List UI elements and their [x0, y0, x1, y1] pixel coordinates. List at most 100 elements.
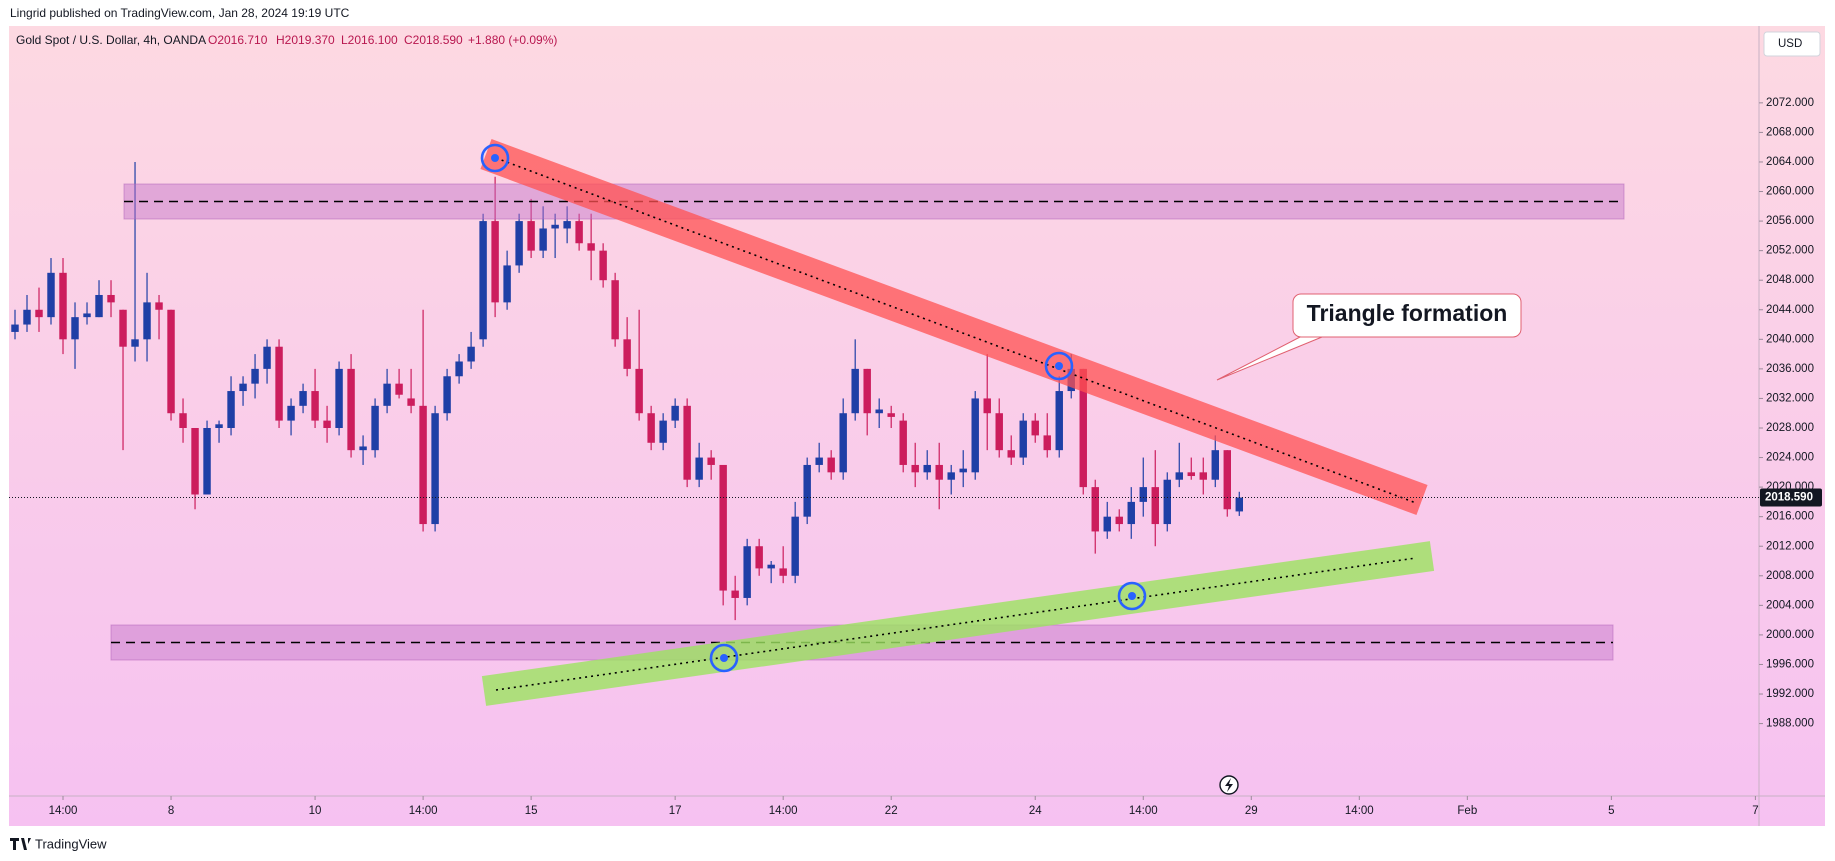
y-tick-label: 2048.000 — [1766, 274, 1814, 286]
ohlc-legend: O2016.710 H2019.370 L2016.100 C2018.590 +1.8… — [208, 33, 557, 47]
candle-body — [1019, 420, 1027, 458]
candle-body — [407, 398, 415, 406]
x-tick-label: 17 — [669, 805, 682, 817]
candle-body — [239, 383, 247, 392]
candles — [11, 161, 1244, 621]
candle-body — [359, 446, 367, 451]
candle-body — [851, 368, 859, 414]
candle-body — [95, 294, 103, 318]
touch-circle — [709, 643, 739, 673]
candle-body — [971, 398, 979, 473]
candle-body — [1103, 516, 1111, 532]
candle-body — [599, 250, 607, 281]
drawings: Triangle formation — [110, 138, 1625, 795]
callout-box — [1292, 293, 1522, 338]
candle-body — [35, 309, 43, 318]
axes: 1988.000 1992.000 1996.000 2000.000 2004.000… — [49, 97, 1814, 817]
ohlc-value: C2018.590 — [404, 33, 463, 47]
candle-body — [1151, 487, 1159, 525]
candle-body — [743, 546, 751, 598]
symbol: Gold Spot / U.S. Dollar, 4h, OANDA — [16, 33, 206, 47]
candle-body — [179, 413, 187, 428]
touch-points — [480, 143, 1147, 673]
candle-body — [251, 368, 259, 384]
touch-dot — [1055, 362, 1063, 370]
candle-body — [623, 339, 631, 369]
touch-circle — [480, 143, 510, 173]
candle-body — [827, 457, 835, 473]
candle-body — [1055, 391, 1063, 451]
touch-dot — [491, 154, 499, 162]
y-tick-label: 2008.000 — [1766, 570, 1814, 582]
candle-body — [1091, 487, 1099, 532]
candle-body — [299, 391, 307, 406]
footer-logo — [10, 838, 31, 850]
y-tick-label: 2064.000 — [1766, 156, 1814, 168]
touch-circle — [1044, 351, 1074, 381]
candle-body — [815, 457, 823, 465]
currency: USD — [1778, 38, 1802, 50]
candle-body — [959, 468, 967, 473]
candle-body — [215, 424, 223, 428]
candle-body — [335, 368, 343, 428]
candle-body — [587, 243, 595, 251]
candle-body — [1139, 487, 1147, 502]
candle-body — [635, 368, 643, 414]
candle-body — [503, 265, 511, 303]
candle-body — [383, 383, 391, 406]
candle-body — [887, 413, 895, 417]
y-tick-label: 2056.000 — [1766, 215, 1814, 227]
ohlc-value: H2019.370 — [276, 33, 335, 47]
y-tick-label: 2052.000 — [1766, 245, 1814, 257]
y-tick-label: 2012.000 — [1766, 540, 1814, 552]
candle-body — [131, 339, 139, 347]
candle-body — [71, 317, 79, 340]
touch-dots — [491, 154, 1136, 662]
x-tick-label: Feb — [1457, 805, 1477, 817]
event-bolt — [1225, 778, 1233, 792]
candle-body — [479, 221, 487, 340]
candle-body — [527, 221, 535, 251]
x-tick-label: 14:00 — [769, 805, 798, 817]
candle-body — [779, 568, 787, 576]
x-tick-label: 22 — [885, 805, 898, 817]
candle-body — [491, 221, 499, 303]
x-tick-label: 8 — [168, 805, 174, 817]
candle-body — [707, 457, 715, 465]
candle-body — [683, 405, 691, 480]
y-tick-label: 1988.000 — [1766, 718, 1814, 730]
candle-body — [671, 405, 679, 421]
y-tick-label: 2016.000 — [1766, 511, 1814, 523]
candle-body — [899, 420, 907, 465]
candle-body — [875, 409, 883, 414]
candle-body — [1115, 516, 1123, 525]
candle-body — [1007, 450, 1015, 458]
touch-dot — [1128, 592, 1136, 600]
candle-body — [155, 302, 163, 310]
candle-body — [767, 564, 775, 569]
candle-body — [923, 464, 931, 473]
candle-body — [803, 464, 811, 517]
x-tick-label: 14:00 — [1345, 805, 1374, 817]
y-tick-label: 1992.000 — [1766, 688, 1814, 700]
y-tick-label: 2044.000 — [1766, 304, 1814, 316]
candle-body — [515, 221, 523, 266]
touch-dot — [720, 654, 728, 662]
candle-body — [203, 427, 211, 495]
candle-body — [1223, 450, 1231, 510]
ascending-channel — [481, 541, 1435, 706]
y-tick-label: 2024.000 — [1766, 452, 1814, 464]
candle-body — [947, 472, 955, 480]
candle-body — [983, 398, 991, 414]
y-tick-label: 2036.000 — [1766, 363, 1814, 375]
candle-body — [611, 280, 619, 340]
x-tick-label: 24 — [1029, 805, 1042, 817]
x-tick-label: 10 — [309, 805, 322, 817]
candle-body — [83, 313, 91, 318]
candle-body — [59, 272, 67, 340]
candle-body — [995, 413, 1003, 451]
x-tick-label: 15 — [525, 805, 538, 817]
currency-box[interactable] — [1763, 31, 1821, 57]
y-tick-label: 2060.000 — [1766, 186, 1814, 198]
